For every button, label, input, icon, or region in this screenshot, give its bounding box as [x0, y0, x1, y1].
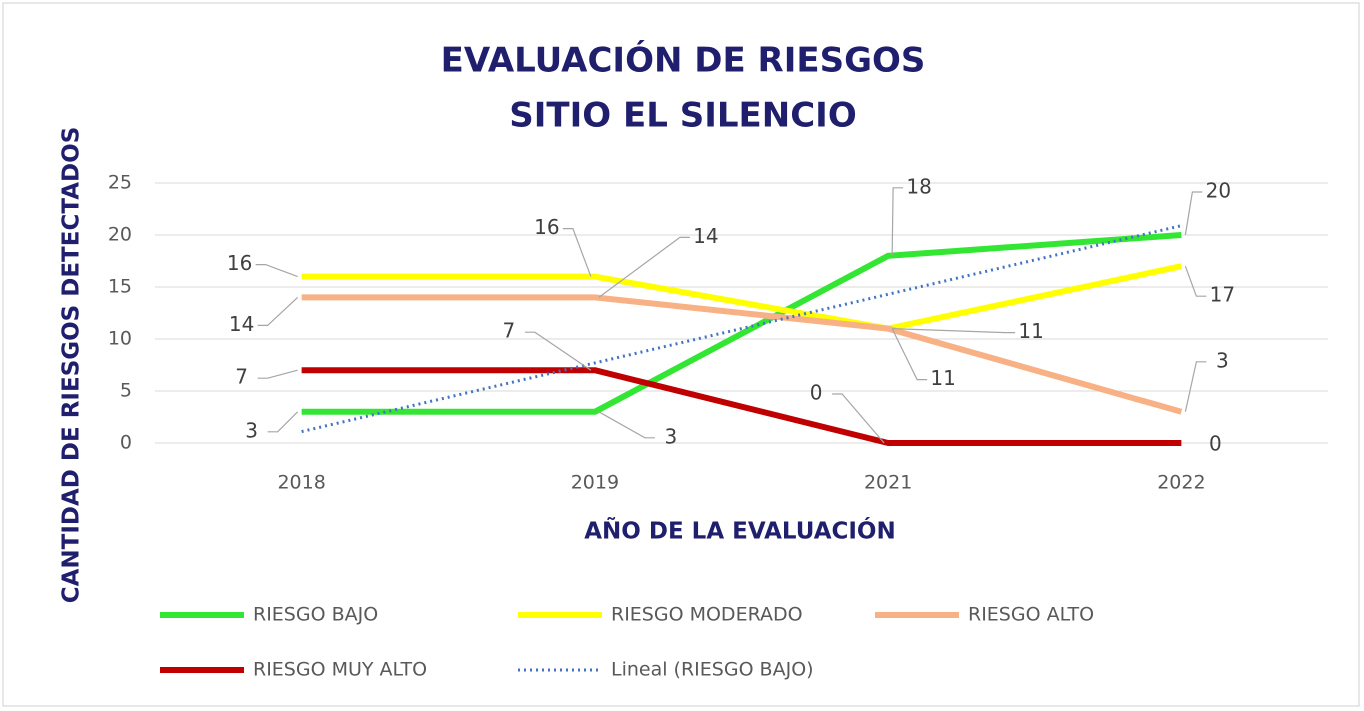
x-tick-label: 2018 [277, 472, 325, 494]
data-label: 18 [906, 174, 931, 198]
leader-line [257, 296, 299, 326]
y-tick-label: 15 [108, 276, 132, 298]
data-label: 16 [227, 251, 252, 275]
trend-line [301, 224, 1182, 434]
leader-line [891, 328, 928, 381]
leader-line [524, 331, 592, 371]
leader-line [892, 328, 1016, 334]
data-label: 0 [810, 381, 823, 405]
leader-line [832, 393, 885, 444]
leader-line [1184, 265, 1207, 297]
legend-label: RIESGO MODERADO [611, 604, 803, 626]
y-tick-label: 0 [120, 432, 132, 454]
legend-label: RIESGO BAJO [253, 604, 378, 626]
x-tick-label: 2021 [864, 472, 912, 494]
x-tick-label: 2022 [1157, 472, 1205, 494]
data-label: 17 [1210, 283, 1235, 307]
data-label: 14 [693, 224, 718, 248]
legend-label: RIESGO ALTO [968, 604, 1094, 626]
data-label: 3 [665, 424, 678, 448]
y-axis-label: CANTIDAD DE RIESGOS DETECTADOS [59, 127, 85, 604]
legend-label: RIESGO MUY ALTO [253, 659, 427, 681]
data-label: 3 [1216, 348, 1229, 372]
data-label: 7 [235, 365, 248, 389]
y-tick-label: 25 [108, 172, 132, 194]
data-label: 3 [245, 418, 258, 442]
data-label: 11 [1018, 319, 1043, 343]
data-label: 16 [534, 215, 559, 239]
leader-line [257, 369, 298, 379]
data-label: 7 [503, 319, 516, 343]
leader-line [267, 411, 299, 433]
series-line [301, 263, 1182, 332]
x-tick-label: 2019 [571, 472, 619, 494]
leader-line [598, 236, 690, 298]
leader-line [1184, 191, 1203, 236]
leader-line [255, 264, 298, 278]
y-tick-label: 5 [120, 380, 132, 402]
leader-line [1184, 361, 1207, 412]
legend-label: Lineal (RIESGO BAJO) [611, 659, 814, 681]
leader-line [562, 228, 592, 277]
chart-title: EVALUACIÓN DE RIESGOS [441, 40, 926, 81]
series-line [301, 294, 1183, 415]
data-label: 20 [1206, 179, 1231, 203]
y-tick-label: 10 [108, 328, 132, 350]
y-tick-label: 20 [108, 224, 132, 246]
leader-line [891, 187, 904, 256]
series-line [301, 232, 1182, 415]
chart-subtitle: SITIO EL SILENCIO [509, 96, 856, 136]
leader-line [598, 411, 655, 439]
data-label: 14 [229, 312, 254, 336]
series-line [301, 367, 1182, 446]
data-label: 11 [930, 366, 955, 390]
data-label: 0 [1209, 432, 1222, 456]
x-axis-label: AÑO DE LA EVALUACIÓN [584, 517, 895, 545]
